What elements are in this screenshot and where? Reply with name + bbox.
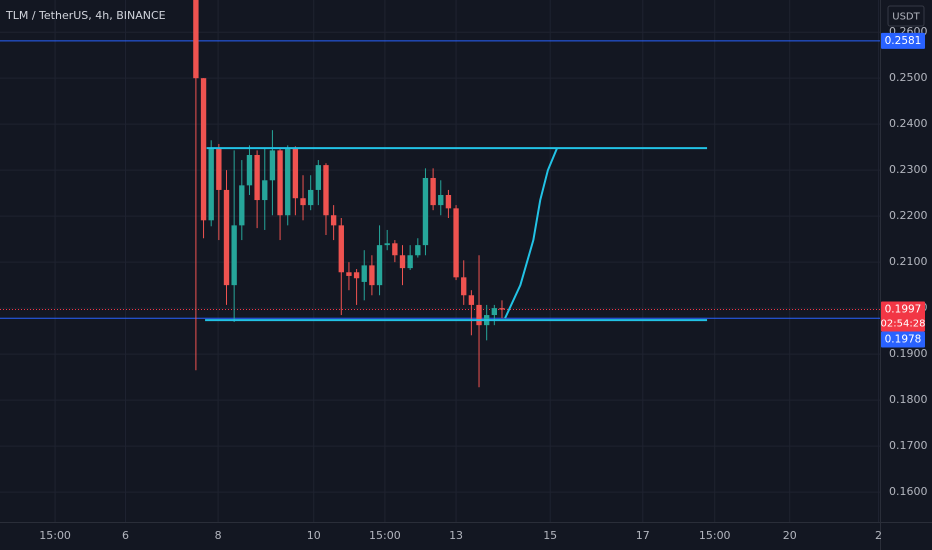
price-tag-label: 0.1997: [885, 304, 922, 316]
price-tag-label: 0.1978: [885, 334, 922, 346]
candle-body: [338, 225, 344, 273]
candle-body: [323, 165, 329, 216]
candle-body: [422, 177, 429, 246]
chart-title: TLM / TetherUS, 4h, BINANCE: [5, 9, 166, 22]
x-tick-label: 15:00: [39, 529, 71, 542]
candle-body: [308, 189, 314, 206]
drawing-line: [504, 147, 559, 319]
y-tick-label: 0.2400: [889, 117, 928, 130]
y-tick-label: 0.2100: [889, 255, 928, 268]
x-tick-label: 13: [449, 529, 463, 542]
candle-body: [193, 0, 199, 79]
y-tick-label: 0.2500: [889, 71, 928, 84]
candle-body: [353, 272, 360, 279]
candle-body: [315, 165, 322, 190]
x-tick-label: 15:00: [369, 529, 401, 542]
candle-body: [200, 78, 207, 221]
candle-body: [330, 215, 337, 226]
candle-body: [285, 148, 291, 216]
grid: [0, 0, 880, 522]
x-tick-label: 8: [215, 529, 222, 542]
y-tick-label: 0.1900: [889, 347, 928, 360]
countdown-label: 02:54:28: [881, 319, 926, 330]
candle-body: [223, 189, 230, 286]
candle-body: [491, 308, 498, 316]
candle-body: [430, 177, 436, 206]
candle-body: [384, 243, 390, 246]
candle-body: [254, 154, 260, 201]
candle-body: [231, 225, 237, 286]
candle-body: [216, 148, 222, 190]
candle-body: [346, 272, 352, 276]
candle-body: [300, 198, 306, 206]
price-tag: [881, 331, 925, 348]
candle-body: [369, 265, 375, 286]
y-tick-label: 0.1700: [889, 439, 928, 452]
price-tag-label: 0.2581: [885, 35, 922, 47]
candle-body: [292, 148, 299, 199]
unit-label[interactable]: USDT: [892, 12, 920, 23]
candle-body: [468, 295, 475, 305]
price-tag: [881, 301, 925, 332]
x-tick-label: 2: [875, 529, 882, 542]
unit-box[interactable]: [887, 5, 925, 27]
candle-body: [246, 154, 253, 186]
x-tick-label: 17: [636, 529, 650, 542]
x-tick-label: 10: [307, 529, 321, 542]
candle-body: [277, 150, 283, 216]
x-tick-label: 6: [122, 529, 129, 542]
candle-body: [361, 265, 367, 282]
candle-body: [208, 148, 214, 221]
x-tick-label: 20: [783, 529, 797, 542]
x-tick-label: 15:00: [699, 529, 731, 542]
y-tick-label: 0.2300: [889, 163, 928, 176]
y-tick-label: 0.1600: [889, 485, 928, 498]
candle-body: [399, 255, 406, 269]
candle-body: [438, 195, 444, 206]
candle-body: [392, 243, 398, 256]
candle-body: [415, 245, 421, 256]
candle-body: [499, 308, 505, 310]
candle-body: [453, 208, 459, 278]
x-tick-label: 15: [543, 529, 557, 542]
candle-body: [239, 185, 245, 226]
candle-body: [445, 195, 452, 209]
price-tag: [881, 32, 925, 49]
candle-body: [476, 304, 482, 326]
y-tick-label: 0.1800: [889, 393, 928, 406]
y-tick-label: 0.2200: [889, 209, 928, 222]
axes: 0.16000.17000.18000.19000.20000.21000.22…: [39, 25, 927, 542]
candle-body: [262, 180, 268, 201]
candle-body: [269, 150, 276, 181]
candle-body: [407, 255, 413, 269]
plot-area: [0, 0, 880, 388]
candle-body: [376, 245, 383, 286]
candle-body: [461, 277, 467, 296]
